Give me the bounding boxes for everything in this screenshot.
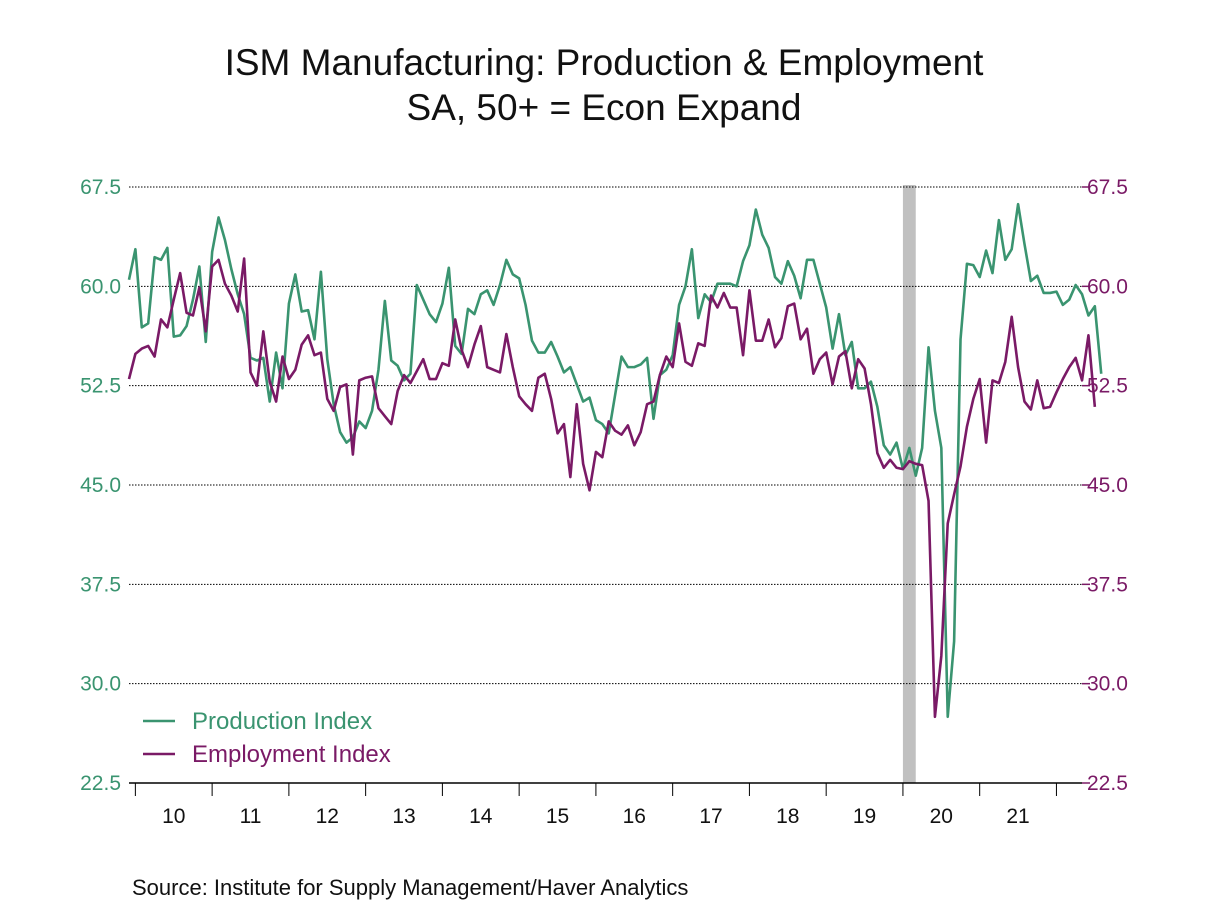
y-left-tick-label: 67.5 xyxy=(80,176,121,199)
y-right-tick-label: 45.0 xyxy=(1087,474,1128,497)
x-tick-label: 20 xyxy=(930,805,953,828)
recession-shading-layer xyxy=(902,185,916,783)
y-right-tick-label: 22.5 xyxy=(1087,772,1128,795)
employment-index-line xyxy=(127,257,1097,719)
x-tick-label: 19 xyxy=(853,805,876,828)
y-left-tick-label: 45.0 xyxy=(80,474,121,497)
y-right-tick-label: 37.5 xyxy=(1087,573,1128,596)
x-tick-label: 16 xyxy=(623,805,646,828)
y-left-tick-label: 30.0 xyxy=(80,673,121,696)
y-right-tick-label: 30.0 xyxy=(1087,673,1128,696)
y-left-tick-label: 52.5 xyxy=(80,375,121,398)
x-tick-label: 18 xyxy=(776,805,799,828)
x-tick-label: 17 xyxy=(699,805,722,828)
legend-label: Employment Index xyxy=(192,741,391,768)
legend-label: Production Index xyxy=(192,708,372,735)
series-layer xyxy=(127,202,1103,719)
source-note: Source: Institute for Supply Management/… xyxy=(132,875,689,900)
x-tick-label: 10 xyxy=(162,805,185,828)
y-right-tick-label: 67.5 xyxy=(1087,176,1128,199)
y-left-tick-label: 60.0 xyxy=(80,275,121,298)
x-tick-label: 12 xyxy=(316,805,339,828)
y-right-tick-label: 52.5 xyxy=(1087,375,1128,398)
axes-layer: 22.5 22.5 30.0 30.0 37.5 37.5 45.0 45.0 52.5 52.5… xyxy=(80,176,1128,828)
chart-title-block: ISM Manufacturing: Production & Employme… xyxy=(0,40,1208,130)
y-left-tick-label: 37.5 xyxy=(80,573,121,596)
recession-band xyxy=(902,185,916,783)
chart-subtitle: SA, 50+ = Econ Expand xyxy=(406,87,802,128)
y-left-tick-label: 22.5 xyxy=(80,772,121,795)
y-right-tick-label: 60.0 xyxy=(1087,275,1128,298)
production-index-line xyxy=(127,202,1103,719)
x-tick-label: 15 xyxy=(546,805,569,828)
legend: Production Index Employment Index xyxy=(143,708,391,768)
x-tick-label: 11 xyxy=(240,805,262,828)
x-tick-label: 13 xyxy=(392,805,415,828)
x-tick-label: 21 xyxy=(1006,805,1029,828)
chart-title: ISM Manufacturing: Production & Employme… xyxy=(224,42,984,83)
x-tick-label: 14 xyxy=(469,805,493,828)
